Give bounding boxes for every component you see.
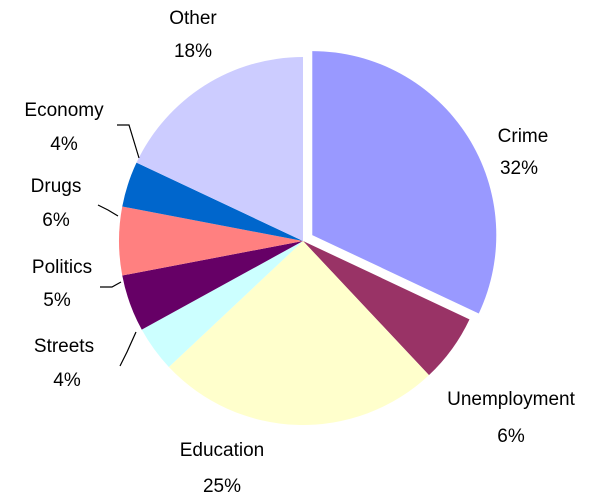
pie-slice-education <box>168 241 429 425</box>
leader-lines <box>97 124 140 367</box>
pie-slice-streets <box>141 241 303 367</box>
slice-label-drugs: Drugs <box>31 176 82 197</box>
slice-label-unemployment: Unemployment <box>447 389 575 410</box>
pie-slice-politics <box>122 241 303 330</box>
slice-percent-drugs: 6% <box>42 210 70 231</box>
slice-percent-other: 18% <box>174 41 212 62</box>
slice-label-crime: Crime <box>498 126 549 147</box>
slice-percent-education: 25% <box>203 476 241 497</box>
leader-line-streets <box>119 331 137 367</box>
slice-percent-unemployment: 6% <box>497 426 525 447</box>
leader-line-economy <box>117 124 140 159</box>
slice-label-education: Education <box>180 440 265 461</box>
slice-label-economy: Economy <box>24 100 104 121</box>
pie-slice-drugs <box>119 206 303 276</box>
slice-percent-politics: 5% <box>43 290 71 311</box>
pie-slice-unemployment <box>303 241 470 376</box>
slice-label-other: Other <box>169 8 217 29</box>
slice-percent-streets: 4% <box>53 370 81 391</box>
pie-slice-other <box>136 57 303 241</box>
slice-labels: Crime 32% Unemployment 6% Education 25% Street… <box>24 8 575 497</box>
slice-label-streets: Streets <box>34 336 94 357</box>
pie-slices <box>119 51 497 425</box>
pie-slice-economy <box>122 162 303 241</box>
slice-percent-economy: 4% <box>50 134 78 155</box>
slice-label-politics: Politics <box>32 257 92 278</box>
leader-line-politics <box>100 281 122 288</box>
pie-slice-crime <box>312 51 497 314</box>
slice-percent-crime: 32% <box>500 158 538 179</box>
leader-line-drugs <box>97 204 119 217</box>
